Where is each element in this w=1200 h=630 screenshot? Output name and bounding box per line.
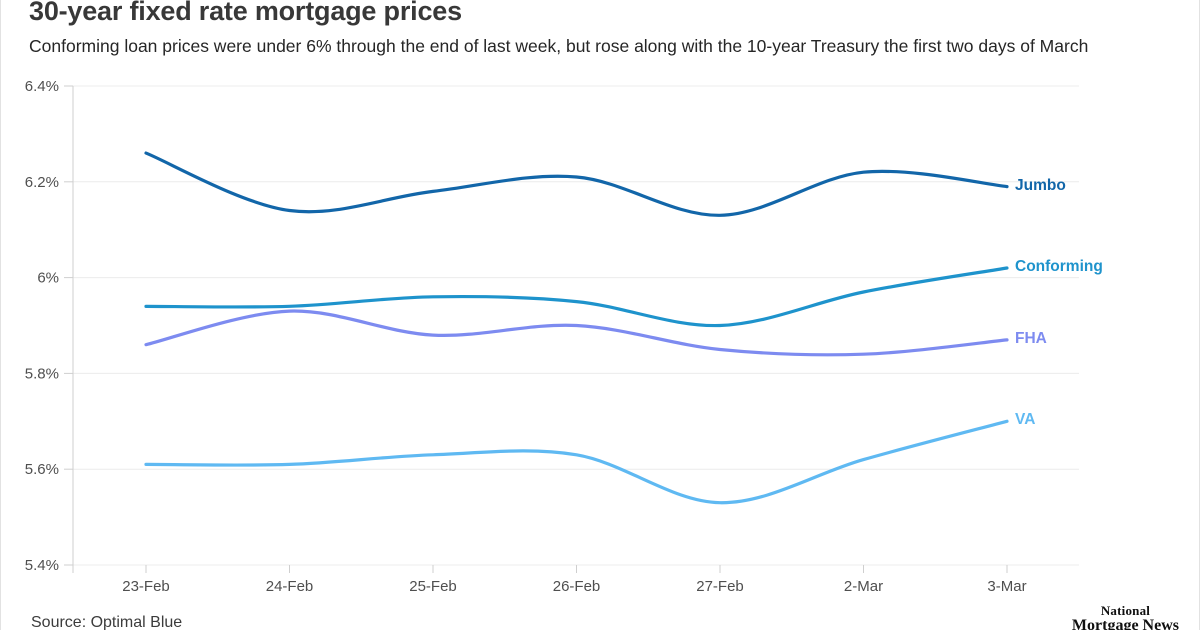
series-line-jumbo bbox=[144, 151, 1009, 217]
source-credit: Source: Optimal Blue bbox=[31, 614, 183, 630]
publisher-logo-line2: Mortgage News bbox=[1071, 617, 1179, 630]
x-tick-label: 26-Feb bbox=[553, 578, 601, 595]
y-tick-label: 6.4% bbox=[25, 78, 59, 95]
x-tick-label: 23-Feb bbox=[122, 578, 170, 595]
y-tick-label: 5.8% bbox=[25, 365, 59, 382]
series-line-va bbox=[144, 419, 1009, 505]
x-tick-label: 25-Feb bbox=[409, 578, 457, 595]
series-label-jumbo: Jumbo bbox=[1015, 176, 1066, 194]
x-tick-label: 2-Mar bbox=[844, 578, 883, 595]
series-label-conforming: Conforming bbox=[1015, 258, 1103, 276]
publisher-logo: National Mortgage News bbox=[1072, 604, 1179, 630]
series-label-va: VA bbox=[1015, 411, 1036, 429]
y-tick-label: 5.6% bbox=[25, 461, 59, 478]
y-tick-label: 6% bbox=[37, 270, 59, 287]
x-tick-label: 24-Feb bbox=[266, 578, 314, 595]
series-label-fha: FHA bbox=[1015, 329, 1047, 347]
chart-title: 30-year fixed rate mortgage prices bbox=[29, 0, 462, 26]
series-line-fha bbox=[144, 309, 1009, 357]
chart-subtitle: Conforming loan prices were under 6% thr… bbox=[29, 36, 1089, 56]
publisher-logo-line1: National bbox=[1100, 603, 1151, 618]
x-tick-label: 3-Mar bbox=[987, 578, 1026, 595]
x-tick-label: 27-Feb bbox=[696, 578, 744, 595]
y-tick-label: 5.4% bbox=[25, 557, 59, 574]
series-line-conforming bbox=[144, 266, 1009, 328]
y-tick-label: 6.2% bbox=[25, 174, 59, 191]
